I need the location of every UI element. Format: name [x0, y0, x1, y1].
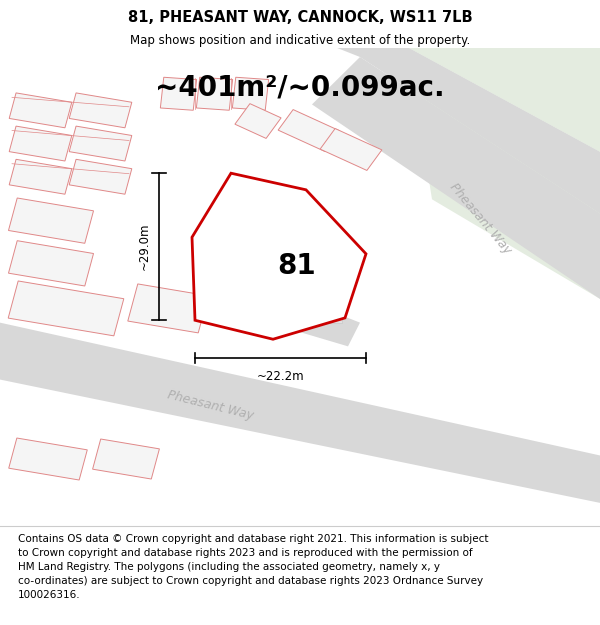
Polygon shape: [312, 57, 600, 299]
Text: Map shows position and indicative extent of the property.: Map shows position and indicative extent…: [130, 34, 470, 48]
Polygon shape: [160, 78, 197, 110]
Polygon shape: [222, 247, 342, 322]
Text: 81, PHEASANT WAY, CANNOCK, WS11 7LB: 81, PHEASANT WAY, CANNOCK, WS11 7LB: [128, 9, 472, 24]
Polygon shape: [69, 126, 132, 161]
Polygon shape: [192, 173, 366, 339]
Text: ~22.2m: ~22.2m: [257, 370, 304, 382]
Polygon shape: [69, 93, 132, 128]
Polygon shape: [69, 159, 132, 194]
Text: ~401m²/~0.099ac.: ~401m²/~0.099ac.: [155, 74, 445, 102]
Polygon shape: [320, 129, 382, 171]
Polygon shape: [278, 109, 340, 151]
Text: ~29.0m: ~29.0m: [137, 223, 151, 271]
Polygon shape: [196, 78, 233, 110]
Text: Pheasant Way: Pheasant Way: [166, 389, 254, 422]
Polygon shape: [235, 104, 281, 138]
Polygon shape: [9, 126, 72, 161]
Polygon shape: [8, 241, 94, 286]
Polygon shape: [8, 198, 94, 243]
Polygon shape: [9, 438, 87, 480]
Polygon shape: [92, 439, 160, 479]
Text: Pheasant Way: Pheasant Way: [446, 180, 514, 256]
Polygon shape: [0, 322, 600, 503]
Text: Contains OS data © Crown copyright and database right 2021. This information is : Contains OS data © Crown copyright and d…: [18, 534, 488, 600]
Polygon shape: [336, 48, 600, 214]
Polygon shape: [8, 281, 124, 336]
Polygon shape: [128, 284, 208, 333]
Polygon shape: [300, 304, 360, 346]
Polygon shape: [9, 159, 72, 194]
Polygon shape: [232, 78, 269, 110]
Polygon shape: [408, 48, 600, 299]
Polygon shape: [408, 48, 600, 152]
Text: 81: 81: [277, 253, 316, 281]
Polygon shape: [9, 93, 72, 128]
